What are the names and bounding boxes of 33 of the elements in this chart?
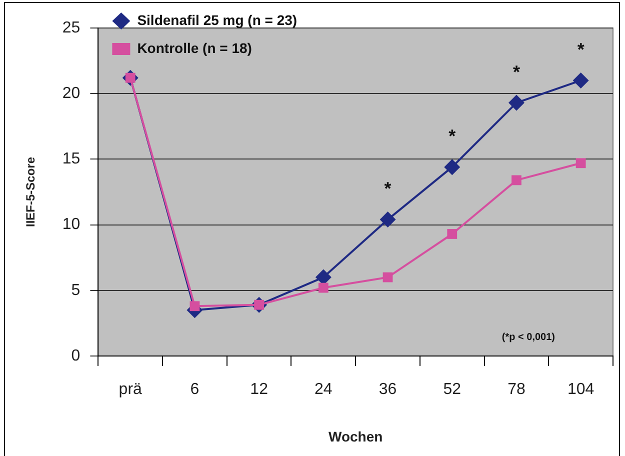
x-tick-label: 52 [443,381,462,398]
x-tick-label: 104 [567,381,594,398]
y-tick-label: 25 [62,19,80,36]
point [447,229,458,239]
y-tick-label: 15 [62,150,80,168]
y-tick-label: 0 [71,347,80,364]
annotation: * [384,178,392,199]
x-tick-label: 24 [314,381,332,398]
point [572,72,589,88]
x-tick-label: 78 [508,381,526,398]
annotation: * [577,39,584,60]
legend-label: Sildenafil 25 mg (n = 23) [137,12,298,28]
y-tick-label: 20 [62,85,80,102]
x-tick-label: 6 [190,381,200,398]
annotation: * [448,126,456,146]
point [190,301,200,312]
x-tick-label: prä [118,381,142,398]
x-tick-label: 36 [378,381,397,398]
point [382,272,393,282]
point [444,159,460,176]
point [512,175,522,186]
annotation: (*p < 0,001) [502,332,555,343]
y-axis-title: IIEF-5-Score [24,156,38,228]
annotation: * [512,62,520,82]
point [318,282,328,293]
point [508,94,524,111]
x-tick-label: 12 [250,381,268,398]
point [576,158,586,168]
y-tick-label: 10 [62,216,80,234]
y-tick-label: 5 [71,282,80,299]
x-axis-title: Wochen [328,428,383,444]
point [380,212,396,228]
legend-label: Kontrolle (n = 18) [137,40,252,56]
